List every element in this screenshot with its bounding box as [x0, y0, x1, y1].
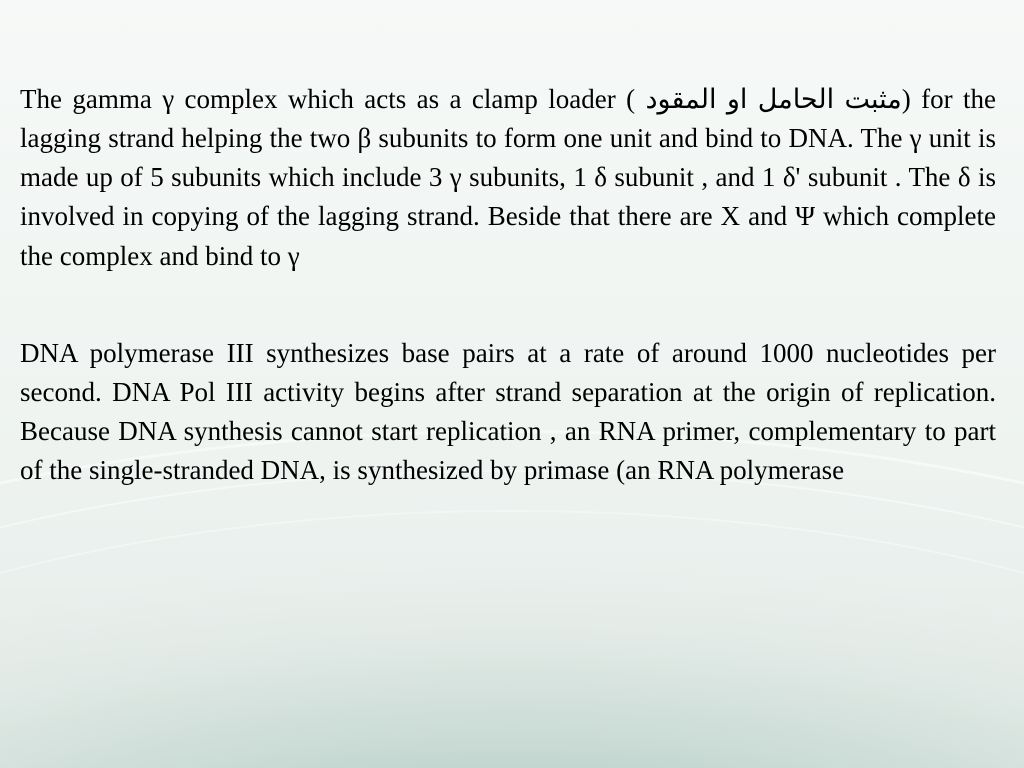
- paragraph-1: The gamma γ complex which acts as a clam…: [20, 80, 996, 276]
- slide-content: The gamma γ complex which acts as a clam…: [0, 0, 1024, 490]
- paragraph-2: DNA polymerase III synthesizes base pair…: [20, 334, 996, 491]
